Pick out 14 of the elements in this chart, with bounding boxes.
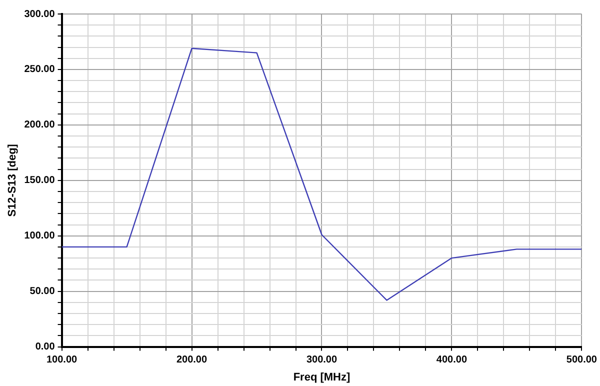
y-tick-label: 150.00 xyxy=(24,175,56,186)
x-tick-label: 300.00 xyxy=(306,354,338,366)
y-tick-label: 250.00 xyxy=(24,64,56,76)
x-tick-label: 500.00 xyxy=(566,354,598,366)
y-tick-label: 300.00 xyxy=(24,8,56,20)
x-tick-label: 200.00 xyxy=(176,354,208,366)
y-axis-title: S12-S13 [deg] xyxy=(6,144,19,217)
x-tick-label: 400.00 xyxy=(436,354,468,366)
y-tick-label: 50.00 xyxy=(30,286,56,298)
x-axis-title: Freq [MHz] xyxy=(293,371,350,384)
x-tick-label: 100.00 xyxy=(46,354,78,366)
y-tick-label: 0.00 xyxy=(35,342,56,353)
y-tick-label: 100.00 xyxy=(24,230,56,242)
y-tick-label: 200.00 xyxy=(24,120,56,131)
